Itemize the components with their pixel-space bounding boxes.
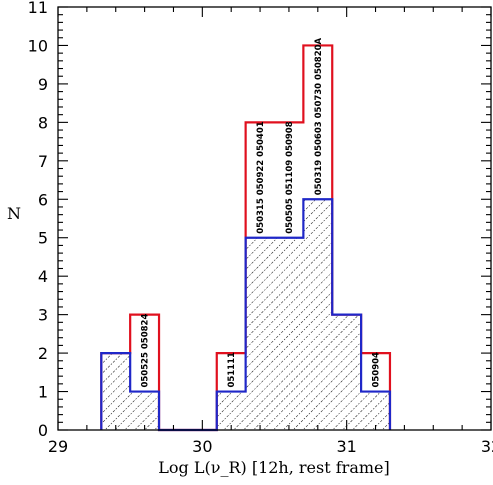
hatched-bar bbox=[101, 353, 131, 430]
y-tick-label: 3 bbox=[38, 306, 48, 325]
x-tick-label: 29 bbox=[48, 437, 68, 456]
y-tick-label: 7 bbox=[38, 152, 48, 171]
y-tick-label: 2 bbox=[38, 344, 48, 363]
y-tick-label: 1 bbox=[38, 383, 48, 402]
x-tick-label: 31 bbox=[336, 437, 356, 456]
y-tick-label: 8 bbox=[38, 113, 48, 132]
x-tick-label: 30 bbox=[192, 437, 212, 456]
grb-id-label: 050319 050603 050730 050820A bbox=[314, 37, 324, 195]
grb-id-label: 050315 050922 050401 bbox=[256, 121, 266, 233]
x-tick-label: 32 bbox=[481, 437, 493, 456]
hatched-bar bbox=[361, 391, 390, 430]
y-tick-label: 5 bbox=[38, 229, 48, 248]
plot-frame bbox=[57, 6, 492, 431]
y-axis-title: N bbox=[7, 204, 21, 223]
hatched-bar bbox=[216, 391, 246, 430]
hatched-bar bbox=[130, 391, 160, 430]
grb-id-label: 050505 051109 050908 bbox=[285, 121, 295, 233]
hatched-bar bbox=[303, 199, 333, 430]
y-tick-label: 4 bbox=[38, 267, 48, 286]
grb-id-label: 050904 bbox=[372, 352, 382, 388]
hatched-bar bbox=[274, 237, 304, 430]
grb-id-label: 051111 bbox=[227, 352, 237, 388]
x-axis-title: Log L(ν_R) [12h, rest frame] bbox=[158, 458, 389, 477]
grb-id-label: 050525 050824 bbox=[141, 314, 151, 388]
filled-histogram-line bbox=[100, 198, 392, 432]
y-tick-label: 11 bbox=[28, 0, 48, 17]
y-tick-label: 0 bbox=[38, 421, 48, 440]
hatched-bar bbox=[332, 314, 362, 430]
y-tick-label: 9 bbox=[38, 75, 48, 94]
y-tick-label: 6 bbox=[38, 190, 48, 209]
hatched-bar bbox=[245, 237, 275, 430]
y-tick-label: 10 bbox=[28, 36, 48, 55]
